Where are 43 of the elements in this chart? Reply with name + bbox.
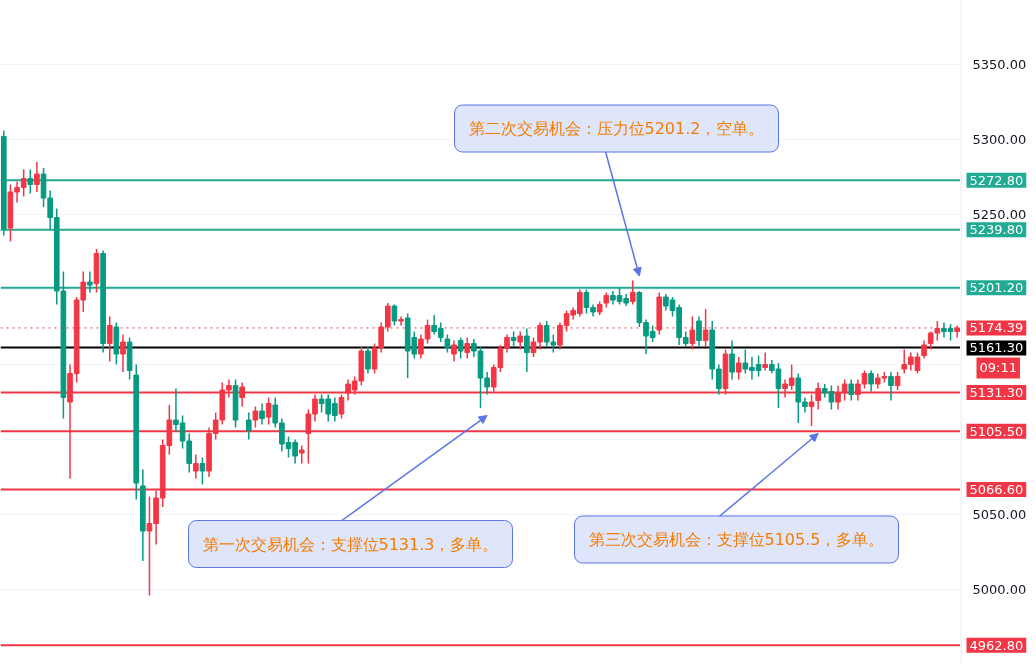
ref-line-label: 5174.39 bbox=[969, 320, 1024, 336]
y-tick-label: 5350.00 bbox=[972, 57, 1027, 73]
candlestick bbox=[888, 371, 894, 402]
candlestick bbox=[245, 411, 252, 441]
candlestick bbox=[199, 456, 206, 486]
y-tick-label: 5250.00 bbox=[972, 207, 1027, 223]
candlestick bbox=[398, 315, 404, 327]
ref-line-label: 5201.20 bbox=[969, 280, 1024, 296]
y-tick-label: 5000.00 bbox=[972, 582, 1027, 598]
text: 09:11 bbox=[979, 360, 1017, 376]
candlestick bbox=[524, 327, 530, 373]
candlestick bbox=[729, 339, 735, 381]
ref-line-label: 5131.30 bbox=[969, 385, 1024, 401]
ref-line-label: 5161.30 bbox=[969, 340, 1024, 356]
ref-line-label: 5272.80 bbox=[969, 172, 1024, 188]
candlestick bbox=[629, 279, 636, 306]
candlestick bbox=[868, 369, 874, 393]
y-tick-label: 5050.00 bbox=[972, 507, 1027, 523]
candlestick bbox=[451, 339, 457, 363]
annotation: 第二次交易机会：压力位5201.2，空单。 bbox=[468, 119, 765, 138]
candlestick bbox=[34, 161, 40, 193]
annotation: 第三次交易机会：支撑位5105.5，多单。 bbox=[588, 530, 885, 549]
candlestick bbox=[265, 396, 272, 426]
candlestick bbox=[106, 315, 113, 363]
candlestick bbox=[696, 315, 702, 348]
candlestick bbox=[735, 356, 742, 381]
candlestick bbox=[464, 336, 471, 360]
y-tick-label: 5300.00 bbox=[972, 132, 1027, 148]
candlestick bbox=[457, 336, 464, 360]
ref-line-label: 5105.50 bbox=[969, 423, 1024, 439]
candlestick bbox=[120, 333, 126, 373]
candlestick bbox=[259, 402, 265, 426]
ref-line-label: 5239.80 bbox=[969, 222, 1024, 238]
annotation: 第一次交易机会：支撑位5131.3，多单。 bbox=[202, 534, 499, 554]
candlestick bbox=[365, 345, 371, 375]
candlestick bbox=[192, 453, 199, 480]
candlestick bbox=[762, 351, 769, 372]
ref-line-label: 4962.80 bbox=[969, 637, 1024, 653]
candlestick bbox=[87, 270, 93, 294]
candlestick bbox=[27, 168, 34, 195]
candlestick bbox=[252, 405, 259, 429]
ref-line-label: 5066.60 bbox=[969, 482, 1024, 498]
candlestick bbox=[848, 378, 855, 402]
